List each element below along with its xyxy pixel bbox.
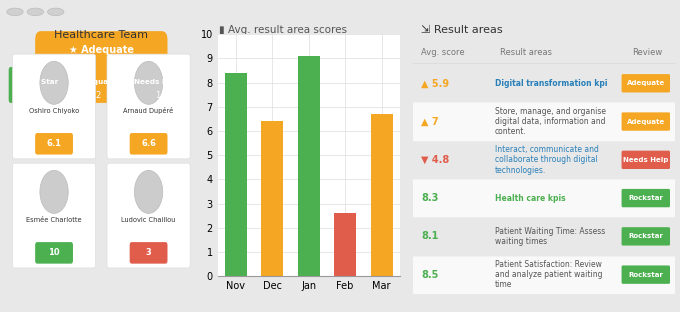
Text: Store, manage, and organise: Store, manage, and organise bbox=[494, 107, 606, 116]
Text: Review: Review bbox=[632, 48, 662, 57]
Text: and analyze patient waiting: and analyze patient waiting bbox=[494, 270, 602, 279]
FancyBboxPatch shape bbox=[413, 179, 675, 217]
Text: 6.6: 6.6 bbox=[141, 139, 156, 148]
Text: Interact, communicate and: Interact, communicate and bbox=[494, 145, 598, 154]
FancyBboxPatch shape bbox=[622, 227, 670, 246]
Text: Rockstar: Rockstar bbox=[628, 272, 663, 278]
Text: Esmée Charlotte: Esmée Charlotte bbox=[27, 217, 82, 223]
Text: Needs Help: Needs Help bbox=[135, 79, 181, 85]
FancyBboxPatch shape bbox=[128, 67, 187, 103]
Text: 10: 10 bbox=[48, 248, 60, 257]
Text: collaborate through digital: collaborate through digital bbox=[494, 155, 597, 164]
FancyBboxPatch shape bbox=[130, 242, 167, 264]
FancyBboxPatch shape bbox=[35, 31, 167, 70]
Text: Digital transformation kpi: Digital transformation kpi bbox=[494, 79, 607, 88]
Text: Needs Help: Needs Help bbox=[623, 157, 668, 163]
Text: 1: 1 bbox=[36, 91, 41, 100]
Text: Rockstar: Rockstar bbox=[628, 195, 663, 201]
Text: Healthcare Team: Healthcare Team bbox=[54, 30, 148, 40]
Text: Result areas: Result areas bbox=[500, 48, 552, 57]
Text: Patient Waiting Time: Assess: Patient Waiting Time: Assess bbox=[494, 227, 605, 236]
FancyBboxPatch shape bbox=[9, 67, 68, 103]
FancyBboxPatch shape bbox=[12, 54, 96, 159]
Text: ▮ Avg. result area scores: ▮ Avg. result area scores bbox=[219, 25, 347, 35]
Text: digital data, information and: digital data, information and bbox=[494, 117, 605, 126]
Text: Oshiro Chiyoko: Oshiro Chiyoko bbox=[29, 108, 79, 114]
Text: Adequate: Adequate bbox=[78, 79, 118, 85]
FancyBboxPatch shape bbox=[68, 67, 128, 103]
FancyBboxPatch shape bbox=[622, 74, 670, 92]
Bar bbox=[225, 73, 247, 276]
Text: ▲ 7: ▲ 7 bbox=[422, 117, 439, 127]
Text: 6.1: 6.1 bbox=[46, 139, 62, 148]
Text: ▼ 4.8: ▼ 4.8 bbox=[422, 155, 449, 165]
Circle shape bbox=[40, 170, 68, 213]
Bar bbox=[335, 213, 356, 276]
Text: 8.1: 8.1 bbox=[422, 232, 439, 241]
Text: Adequate: Adequate bbox=[627, 80, 665, 86]
Text: Arnaud Dupéré: Arnaud Dupéré bbox=[124, 107, 173, 114]
FancyBboxPatch shape bbox=[622, 151, 670, 169]
Text: waiting times: waiting times bbox=[494, 237, 547, 246]
Text: Rock Star: Rock Star bbox=[19, 79, 58, 85]
FancyBboxPatch shape bbox=[12, 163, 96, 268]
FancyBboxPatch shape bbox=[622, 112, 670, 131]
Text: Ludovic Chaillou: Ludovic Chaillou bbox=[122, 217, 175, 223]
Bar bbox=[371, 114, 392, 276]
FancyBboxPatch shape bbox=[35, 242, 73, 264]
Circle shape bbox=[40, 61, 68, 104]
FancyBboxPatch shape bbox=[622, 189, 670, 207]
Text: time: time bbox=[494, 280, 512, 290]
Text: ▲ 5.9: ▲ 5.9 bbox=[422, 78, 449, 88]
Text: Health care kpis: Health care kpis bbox=[494, 194, 565, 202]
Text: 2: 2 bbox=[95, 91, 101, 100]
FancyBboxPatch shape bbox=[130, 133, 167, 154]
Text: 8.3: 8.3 bbox=[422, 193, 439, 203]
Text: content.: content. bbox=[494, 127, 526, 136]
Text: ⇲ Result areas: ⇲ Result areas bbox=[422, 25, 503, 35]
FancyBboxPatch shape bbox=[107, 163, 190, 268]
FancyBboxPatch shape bbox=[107, 54, 190, 159]
Text: 8.5: 8.5 bbox=[422, 270, 439, 280]
Text: Adequate: Adequate bbox=[627, 119, 665, 124]
Circle shape bbox=[135, 170, 163, 213]
FancyBboxPatch shape bbox=[622, 266, 670, 284]
FancyBboxPatch shape bbox=[413, 102, 675, 141]
Text: 1: 1 bbox=[155, 91, 160, 100]
Circle shape bbox=[135, 61, 163, 104]
Text: Avg. score: Avg. score bbox=[422, 48, 465, 57]
Text: 3: 3 bbox=[146, 248, 152, 257]
Text: ★ Adequate: ★ Adequate bbox=[69, 45, 134, 55]
FancyBboxPatch shape bbox=[413, 256, 675, 294]
Text: Rockstar: Rockstar bbox=[628, 233, 663, 239]
Bar bbox=[261, 121, 283, 276]
Text: technologies.: technologies. bbox=[494, 166, 546, 175]
FancyBboxPatch shape bbox=[35, 133, 73, 154]
Text: Patient Satisfaction: Review: Patient Satisfaction: Review bbox=[494, 260, 602, 269]
Bar bbox=[298, 56, 320, 276]
